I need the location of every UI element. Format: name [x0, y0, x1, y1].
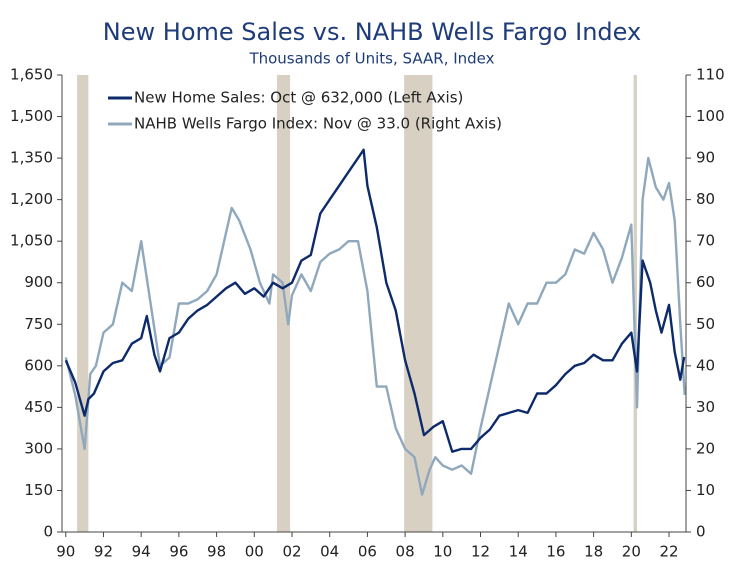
- y2-tick-label: 60: [696, 273, 715, 291]
- x-tick-label: 02: [282, 543, 301, 561]
- y-tick-label: 1,350: [10, 149, 53, 167]
- x-tick-label: 00: [245, 543, 264, 561]
- x-tick-label: 94: [132, 543, 151, 561]
- y2-tick-label: 0: [696, 523, 706, 541]
- y2-tick-label: 100: [696, 107, 725, 125]
- x-tick-label: 06: [358, 543, 377, 561]
- y2-tick-label: 90: [696, 149, 715, 167]
- y-tick-label: 1,500: [10, 107, 53, 125]
- x-tick-label: 14: [509, 543, 528, 561]
- x-tick-label: 22: [659, 543, 678, 561]
- y-tick-label: 750: [24, 315, 53, 333]
- y-tick-label: 300: [24, 439, 53, 457]
- y-tick-label: 900: [24, 273, 53, 291]
- y-tick-label: 600: [24, 356, 53, 374]
- recession-band: [77, 75, 89, 532]
- y2-tick-label: 110: [696, 66, 725, 84]
- x-tick-label: 04: [320, 543, 339, 561]
- y-tick-label: 1,200: [10, 190, 53, 208]
- series-line: [64, 156, 686, 496]
- y2-tick-label: 40: [696, 356, 715, 374]
- y-tick-label: 0: [43, 523, 53, 541]
- y2-tick-label: 80: [696, 190, 715, 208]
- y2-tick-label: 70: [696, 232, 715, 250]
- x-tick-label: 98: [207, 543, 226, 561]
- x-tick-label: 96: [169, 543, 188, 561]
- x-tick-label: 92: [94, 543, 113, 561]
- chart-title: New Home Sales vs. NAHB Wells Fargo Inde…: [103, 18, 641, 46]
- y2-tick-label: 30: [696, 398, 715, 416]
- x-tick-label: 10: [433, 543, 452, 561]
- x-tick-label: 12: [471, 543, 490, 561]
- x-tick-label: 20: [622, 543, 641, 561]
- recession-band: [633, 75, 637, 532]
- y2-tick-label: 50: [696, 315, 715, 333]
- y2-tick-label: 10: [696, 481, 715, 499]
- y-tick-label: 1,650: [10, 66, 53, 84]
- x-tick-label: 90: [56, 543, 75, 561]
- x-tick-label: 16: [546, 543, 565, 561]
- y-tick-label: 1,050: [10, 232, 53, 250]
- recession-band: [276, 75, 291, 532]
- recession-band: [404, 75, 433, 532]
- y-tick-label: 150: [24, 481, 53, 499]
- x-tick-label: 08: [396, 543, 415, 561]
- legend-label: NAHB Wells Fargo Index: Nov @ 33.0 (Righ…: [134, 115, 502, 133]
- y2-tick-label: 20: [696, 439, 715, 457]
- x-tick-label: 18: [584, 543, 603, 561]
- chart-subtitle: Thousands of Units, SAAR, Index: [248, 50, 494, 68]
- series-line: [64, 148, 686, 453]
- legend-label: New Home Sales: Oct @ 632,000 (Left Axis…: [134, 89, 463, 107]
- y-tick-label: 450: [24, 398, 53, 416]
